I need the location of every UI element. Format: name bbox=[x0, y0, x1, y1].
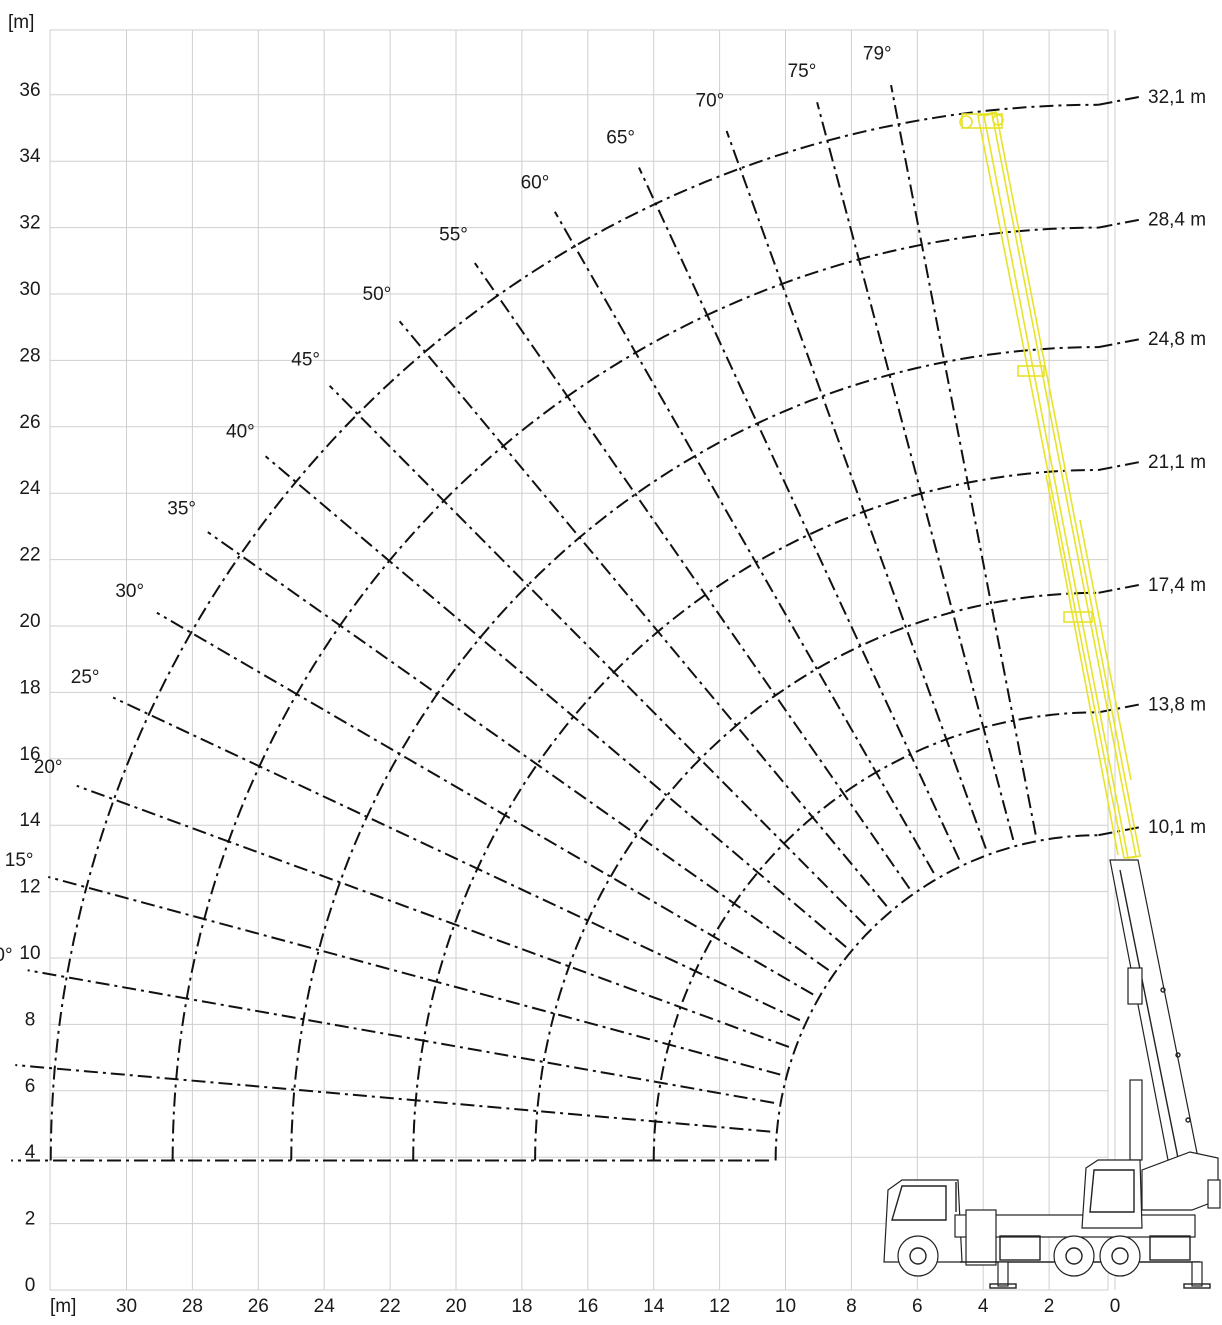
boom-length-arc bbox=[774, 834, 1099, 1161]
y-tick-label: 28 bbox=[19, 345, 40, 366]
length-leader bbox=[1098, 703, 1141, 714]
y-tick-label: 36 bbox=[19, 80, 40, 101]
y-tick-label: 12 bbox=[19, 877, 40, 898]
y-tick-label: 4 bbox=[25, 1142, 36, 1163]
boom-length-label: 10,1 m bbox=[1148, 817, 1206, 838]
boom-length-label: 24,8 m bbox=[1148, 329, 1206, 350]
boom-angle-ray bbox=[264, 455, 847, 948]
boom-angle-ray bbox=[15, 1064, 771, 1133]
y-tick-label: 10 bbox=[19, 943, 40, 964]
y-unit-label: [m] bbox=[8, 12, 34, 33]
boom-angle-label: 10° bbox=[0, 945, 13, 966]
boom-angle-label: 20° bbox=[34, 757, 63, 778]
base-boom bbox=[1109, 859, 1199, 1161]
x-tick-label: 30 bbox=[116, 1296, 137, 1317]
boom-angle-ray bbox=[27, 969, 775, 1104]
extended-boom bbox=[959, 111, 1141, 859]
boom-angle-label: 35° bbox=[167, 499, 196, 520]
y-tick-label: 8 bbox=[25, 1009, 36, 1030]
y-tick-label: 22 bbox=[19, 545, 40, 566]
x-tick-label: 24 bbox=[314, 1296, 336, 1317]
y-tick-label: 18 bbox=[19, 677, 40, 698]
boom-angle-ray bbox=[156, 611, 814, 996]
boom-angle-label: 55° bbox=[439, 225, 468, 246]
boom-angle-ray bbox=[112, 696, 801, 1022]
axes: 30 28 26 24 22 20 18 16 14 12 10 8 6 4 2 03634323028262… bbox=[19, 80, 1120, 1317]
boom-angle-label: 40° bbox=[226, 421, 255, 442]
x-tick-label: 4 bbox=[978, 1296, 989, 1317]
boom-angle-label: 75° bbox=[788, 61, 817, 82]
boom-angle-label: 60° bbox=[521, 172, 550, 193]
x-tick-label: 16 bbox=[577, 1296, 598, 1317]
y-tick-label: 16 bbox=[19, 744, 40, 765]
boom-angle-ray bbox=[725, 130, 987, 849]
x-tick-label: 28 bbox=[182, 1296, 203, 1317]
boom-angle-label: 65° bbox=[606, 128, 635, 149]
boom-angle-ray bbox=[638, 167, 961, 861]
x-tick-label: 0 bbox=[1110, 1296, 1121, 1317]
y-tick-label: 20 bbox=[19, 611, 40, 632]
x-unit-label: [m] bbox=[50, 1296, 76, 1317]
boom-length-label: 32,1 m bbox=[1148, 87, 1206, 108]
y-tick-label: 24 bbox=[19, 478, 41, 499]
y-tick-label: 0 bbox=[25, 1275, 36, 1296]
length-leader bbox=[1098, 338, 1141, 349]
boom-angle-rays: 0°5°10°15°20°25°30°35°40°45°50°55°60°65°… bbox=[0, 43, 1037, 1162]
boom-angle-ray bbox=[207, 531, 830, 971]
boom-length-label: 28,4 m bbox=[1148, 210, 1206, 231]
boom-length-arcs: 32,1 m 28,4 m 24,8 m 21,1 m 17,4 m 13,8 m 10,1… bbox=[49, 87, 1206, 1161]
truck bbox=[883, 1151, 1221, 1289]
y-tick-label: 2 bbox=[25, 1209, 36, 1230]
boom-angle-ray bbox=[47, 875, 781, 1076]
y-tick-label: 26 bbox=[19, 412, 40, 433]
boom-angle-ray bbox=[553, 211, 935, 874]
length-leader bbox=[1098, 218, 1141, 229]
x-tick-label: 18 bbox=[511, 1296, 532, 1317]
x-tick-label: 22 bbox=[380, 1296, 401, 1317]
y-tick-label: 6 bbox=[25, 1076, 36, 1097]
boom-angle-ray bbox=[890, 84, 1037, 835]
x-tick-label: 2 bbox=[1044, 1296, 1055, 1317]
x-tick-label: 26 bbox=[248, 1296, 269, 1317]
boom-angle-label: 45° bbox=[291, 350, 320, 371]
y-tick-label: 14 bbox=[19, 810, 41, 831]
x-tick-label: 8 bbox=[846, 1296, 857, 1317]
boom-length-label: 21,1 m bbox=[1148, 452, 1206, 473]
boom-angle-label: 15° bbox=[5, 850, 34, 871]
x-tick-label: 6 bbox=[912, 1296, 923, 1317]
y-tick-label: 30 bbox=[19, 279, 40, 300]
boom-angle-ray bbox=[76, 784, 790, 1048]
grid bbox=[49, 29, 1116, 1291]
boom-length-label: 13,8 m bbox=[1148, 694, 1206, 715]
x-tick-label: 12 bbox=[709, 1296, 730, 1317]
x-tick-label: 20 bbox=[445, 1296, 466, 1317]
boom-angle-label: 25° bbox=[71, 667, 100, 688]
length-leader bbox=[1098, 95, 1141, 106]
boom-angle-label: 70° bbox=[696, 90, 725, 111]
boom-angle-ray bbox=[328, 385, 867, 927]
y-tick-label: 34 bbox=[19, 146, 41, 167]
boom-angle-label: 30° bbox=[115, 581, 144, 602]
x-tick-label: 10 bbox=[775, 1296, 796, 1317]
length-leader bbox=[1098, 460, 1141, 471]
boom-length-arc bbox=[290, 346, 1099, 1161]
boom-length-label: 17,4 m bbox=[1148, 575, 1206, 596]
boom-angle-ray bbox=[474, 262, 911, 890]
length-leader bbox=[1098, 583, 1141, 594]
boom-angle-ray bbox=[398, 320, 888, 907]
boom-angle-label: 79° bbox=[863, 43, 892, 64]
boom-angle-ray bbox=[816, 101, 1015, 841]
y-tick-label: 32 bbox=[19, 213, 40, 234]
boom-angle-label: 50° bbox=[363, 284, 392, 305]
plot-frame bbox=[49, 29, 1109, 1291]
x-tick-label: 14 bbox=[643, 1296, 665, 1317]
